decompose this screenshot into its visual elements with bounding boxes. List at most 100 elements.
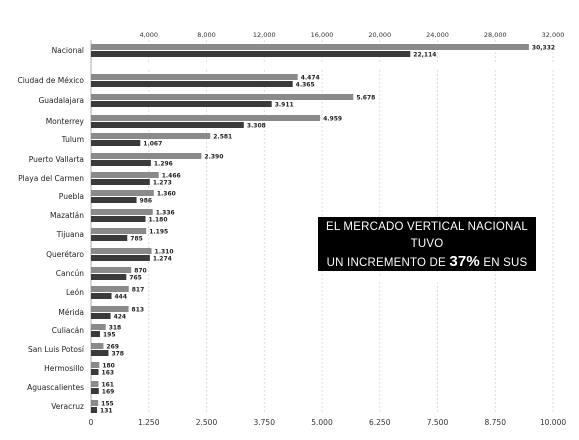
bar-2021 [91,81,293,87]
data-label-2020: 1.195 [149,229,168,236]
category-label: Ciudad de México [17,76,84,85]
data-label-2021: 1.296 [154,161,173,168]
data-label-2021: 1.067 [143,141,162,148]
data-label-2021: 3.911 [275,102,294,109]
bar-2021 [91,160,151,166]
data-label-2021: 131 [100,408,113,415]
data-label-2020: 1.360 [157,191,176,198]
bottom-tick-label: 5.000 [311,418,333,427]
category-label: San Luis Potosí [28,345,85,354]
data-label-2020: 155 [101,401,114,408]
callout-percent: 37% [449,253,480,270]
data-label-2021: 1.180 [149,217,168,224]
callout-line-3: VENTAS ANUALES DE 2020 A 2021. [328,274,526,286]
data-label-2020: 4.959 [323,116,342,123]
category-label: Puerto Vallarta [29,155,84,164]
data-label-2021: 424 [114,314,127,321]
category-label: Mérida [58,308,84,317]
category-label: Mazatlán [50,211,84,220]
bar-2020 [91,362,100,368]
callout-line-2-post: EN SUS [479,257,528,269]
bar-2021 [91,313,111,319]
bar-2020 [91,343,104,349]
bar-2021 [91,51,411,57]
category-label: Playa del Carmen [18,174,84,183]
bar-2021 [91,101,272,107]
data-label-2020: 161 [101,382,114,389]
bar-2020 [91,115,321,121]
category-label: Veracruz [51,402,84,411]
data-label-2020: 4.474 [301,75,320,82]
bottom-tick-label: 8.750 [485,418,507,427]
bar-2020 [91,44,529,50]
bottom-tick-label: 1.250 [138,418,160,427]
top-tick-label: 32,000 [542,31,565,39]
bar-2021 [91,293,112,299]
bar-2020 [91,267,132,273]
bar-2020 [91,286,129,292]
bar-2021 [91,388,99,394]
data-label-2021: 195 [103,332,116,339]
bar-2020 [91,94,354,100]
top-tick-label: 20,000 [368,31,391,39]
category-label: Monterrey [46,117,85,126]
bar-2020 [91,228,147,234]
bar-2021 [91,235,128,241]
data-label-2020: 5.678 [356,95,375,102]
top-tick-label: 12,000 [253,31,276,39]
bar-2020 [91,248,152,254]
bottom-tick-label: 3.750 [254,418,276,427]
data-label-2021: 1.273 [153,180,172,187]
top-tick-label: 24,000 [426,31,449,39]
category-label: Querétaro [46,250,84,259]
bar-2021 [91,350,109,356]
data-label-2020: 817 [132,287,145,294]
data-label-2021: 1.274 [153,256,172,263]
category-label: Hermosillo [44,364,84,373]
bar-2020 [91,153,202,159]
bar-2020 [91,190,154,196]
bar-2020 [91,74,298,80]
data-label-2020: 269 [106,344,119,351]
bar-2020 [91,306,129,312]
callout-box: EL MERCADO VERTICAL NACIONAL TUVO UN INC… [318,217,536,286]
category-label: Guadalajara [38,96,84,105]
top-tick-label: 28,000 [484,31,507,39]
bar-2021 [91,140,141,146]
category-label: León [66,288,84,297]
bar-2021 [91,331,101,337]
bar-2021 [91,407,98,413]
bar-2021 [91,122,244,128]
category-label: Cancún [56,269,84,278]
data-label-2021: 3.308 [247,123,266,130]
data-label-2021: 4.365 [296,82,315,89]
category-label: Aguascalientes [27,383,84,392]
bar-2020 [91,324,106,330]
data-label-2021: 169 [102,389,115,396]
bar-2021 [91,197,137,203]
data-label-2021: 785 [130,236,143,243]
top-tick-label: 8,000 [197,31,216,39]
top-tick-label: 16,000 [311,31,334,39]
category-label: Puebla [59,192,84,201]
top-tick-label: 4,000 [139,31,158,39]
data-label-2020: 813 [132,307,145,314]
data-label-2020: 318 [109,325,122,332]
bottom-tick-label: 2.500 [196,418,218,427]
data-label-2021: 765 [129,275,142,282]
data-label-2020: 1.466 [162,173,181,180]
data-label-2020: 180 [102,363,115,370]
category-label: Nacional [52,46,84,55]
bar-2021 [91,274,127,280]
callout-line-2-pre: UN INCREMENTO DE [326,257,450,269]
bar-2020 [91,133,211,139]
bar-2021 [91,255,150,261]
data-label-2021: 163 [102,370,115,377]
category-label: Tulum [61,135,84,144]
data-label-2020: 1.336 [156,210,175,217]
data-label-2020: 870 [134,268,147,275]
bottom-tick-label: 0 [89,418,94,427]
data-label-2021: 986 [140,198,153,205]
data-label-2021: 444 [115,294,128,301]
